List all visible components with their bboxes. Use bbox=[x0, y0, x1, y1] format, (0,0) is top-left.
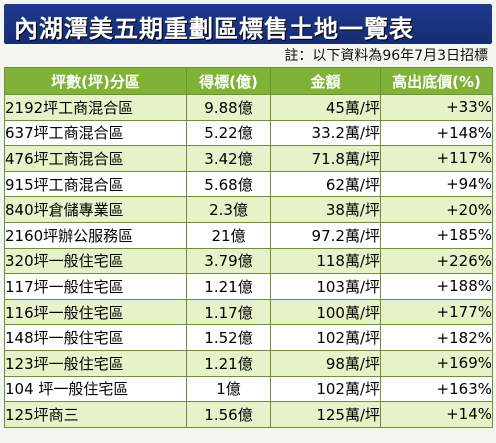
table-row: 117坪一般住宅區 1.21億 103萬/坪 +188% bbox=[4, 273, 493, 300]
cell-zone: 637坪工商混合區 bbox=[4, 119, 187, 147]
cell-amount: 62萬/坪 bbox=[270, 170, 381, 198]
cell-premium: +20% bbox=[380, 196, 493, 223]
cell-zone: 125坪商三 bbox=[4, 401, 187, 428]
cell-amount: 102萬/坪 bbox=[270, 324, 381, 351]
cell-amount: 38萬/坪 bbox=[270, 196, 381, 223]
table-row: 2160坪辦公服務區 21億 97.2萬/坪 +185% bbox=[4, 221, 493, 249]
cell-amount: 100萬/坪 bbox=[270, 298, 381, 326]
cell-premium: +226% bbox=[380, 247, 493, 275]
cell-bid: 3.42億 bbox=[186, 145, 271, 172]
cell-zone: 117坪一般住宅區 bbox=[4, 273, 187, 300]
cell-amount: 33.2萬/坪 bbox=[270, 119, 381, 147]
cell-zone: 915坪工商混合區 bbox=[4, 170, 187, 198]
cell-bid: 5.68億 bbox=[186, 170, 271, 198]
table-row: 320坪一般住宅區 3.79億 118萬/坪 +226% bbox=[4, 247, 493, 275]
cell-zone: 116坪一般住宅區 bbox=[4, 298, 187, 326]
cell-premium: +182% bbox=[380, 324, 493, 351]
cell-zone: 123坪一般住宅區 bbox=[4, 349, 187, 377]
cell-bid: 9.88億 bbox=[186, 94, 271, 121]
table-row: 116坪一般住宅區 1.17億 100萬/坪 +177% bbox=[4, 298, 493, 326]
cell-bid: 1億 bbox=[186, 375, 271, 403]
cell-zone: 104 坪一般住宅區 bbox=[4, 375, 187, 403]
cell-bid: 1.52億 bbox=[186, 324, 271, 351]
page-title: 內湖潭美五期重劃區標售土地一覽表 bbox=[14, 15, 414, 43]
table-row: 840坪倉儲專業區 2.3億 38萬/坪 +20% bbox=[4, 196, 493, 223]
cell-amount: 102萬/坪 bbox=[270, 375, 381, 403]
cell-amount: 45萬/坪 bbox=[270, 94, 381, 121]
table-row: 637坪工商混合區 5.22億 33.2萬/坪 +148% bbox=[4, 119, 493, 147]
cell-premium: +169% bbox=[380, 349, 493, 377]
cell-bid: 2.3億 bbox=[186, 196, 271, 223]
cell-bid: 1.56億 bbox=[186, 401, 271, 428]
cell-premium: +188% bbox=[380, 273, 493, 300]
header-bid: 得標(億) bbox=[186, 67, 271, 95]
cell-premium: +94% bbox=[380, 170, 493, 198]
title-banner: 內湖潭美五期重劃區標售土地一覽表 bbox=[4, 4, 492, 44]
cell-premium: +117% bbox=[380, 145, 493, 172]
table-row: 104 坪一般住宅區 1億 102萬/坪 +163% bbox=[4, 375, 493, 403]
cell-bid: 1.21億 bbox=[186, 349, 271, 377]
cell-premium: +163% bbox=[380, 375, 493, 403]
cell-premium: +177% bbox=[380, 298, 493, 326]
header-premium: 高出底價(%) bbox=[380, 67, 493, 95]
cell-amount: 103萬/坪 bbox=[270, 273, 381, 300]
cell-amount: 118萬/坪 bbox=[270, 247, 381, 275]
cell-bid: 5.22億 bbox=[186, 119, 271, 147]
cell-zone: 840坪倉儲專業區 bbox=[4, 196, 187, 223]
cell-amount: 125萬/坪 bbox=[270, 401, 381, 428]
cell-zone: 320坪一般住宅區 bbox=[4, 247, 187, 275]
cell-zone: 476坪工商混合區 bbox=[4, 145, 187, 172]
cell-bid: 3.79億 bbox=[186, 247, 271, 275]
cell-premium: +33% bbox=[380, 94, 493, 121]
source-note: 註：以下資料為96年7月3日招標 bbox=[284, 48, 488, 64]
cell-premium: +185% bbox=[380, 221, 493, 249]
table-row: 476坪工商混合區 3.42億 71.8萬/坪 +117% bbox=[4, 145, 493, 172]
cell-premium: +148% bbox=[380, 119, 493, 147]
cell-bid: 1.17億 bbox=[186, 298, 271, 326]
cell-amount: 97.2萬/坪 bbox=[270, 221, 381, 249]
cell-zone: 2160坪辦公服務區 bbox=[4, 221, 187, 249]
table-row: 123坪一般住宅區 1.21億 98萬/坪 +169% bbox=[4, 349, 493, 377]
cell-zone: 2192坪工商混合區 bbox=[4, 94, 187, 121]
cell-amount: 71.8萬/坪 bbox=[270, 145, 381, 172]
table-header-row: 坪數(坪)分區 得標(億) 金額 高出底價(%) bbox=[4, 67, 493, 95]
cell-bid: 21億 bbox=[186, 221, 271, 249]
header-zone: 坪數(坪)分區 bbox=[4, 67, 187, 95]
land-sale-table: 坪數(坪)分區 得標(億) 金額 高出底價(%) 2192坪工商混合區 9.88… bbox=[4, 67, 493, 428]
cell-zone: 148坪一般住宅區 bbox=[4, 324, 187, 351]
table-row: 125坪商三 1.56億 125萬/坪 +14% bbox=[4, 401, 493, 428]
table-row: 2192坪工商混合區 9.88億 45萬/坪 +33% bbox=[4, 94, 493, 121]
header-amount: 金額 bbox=[270, 67, 381, 95]
table-row: 915坪工商混合區 5.68億 62萬/坪 +94% bbox=[4, 170, 493, 198]
cell-bid: 1.21億 bbox=[186, 273, 271, 300]
table-row: 148坪一般住宅區 1.52億 102萬/坪 +182% bbox=[4, 324, 493, 351]
cell-premium: +14% bbox=[380, 401, 493, 428]
cell-amount: 98萬/坪 bbox=[270, 349, 381, 377]
